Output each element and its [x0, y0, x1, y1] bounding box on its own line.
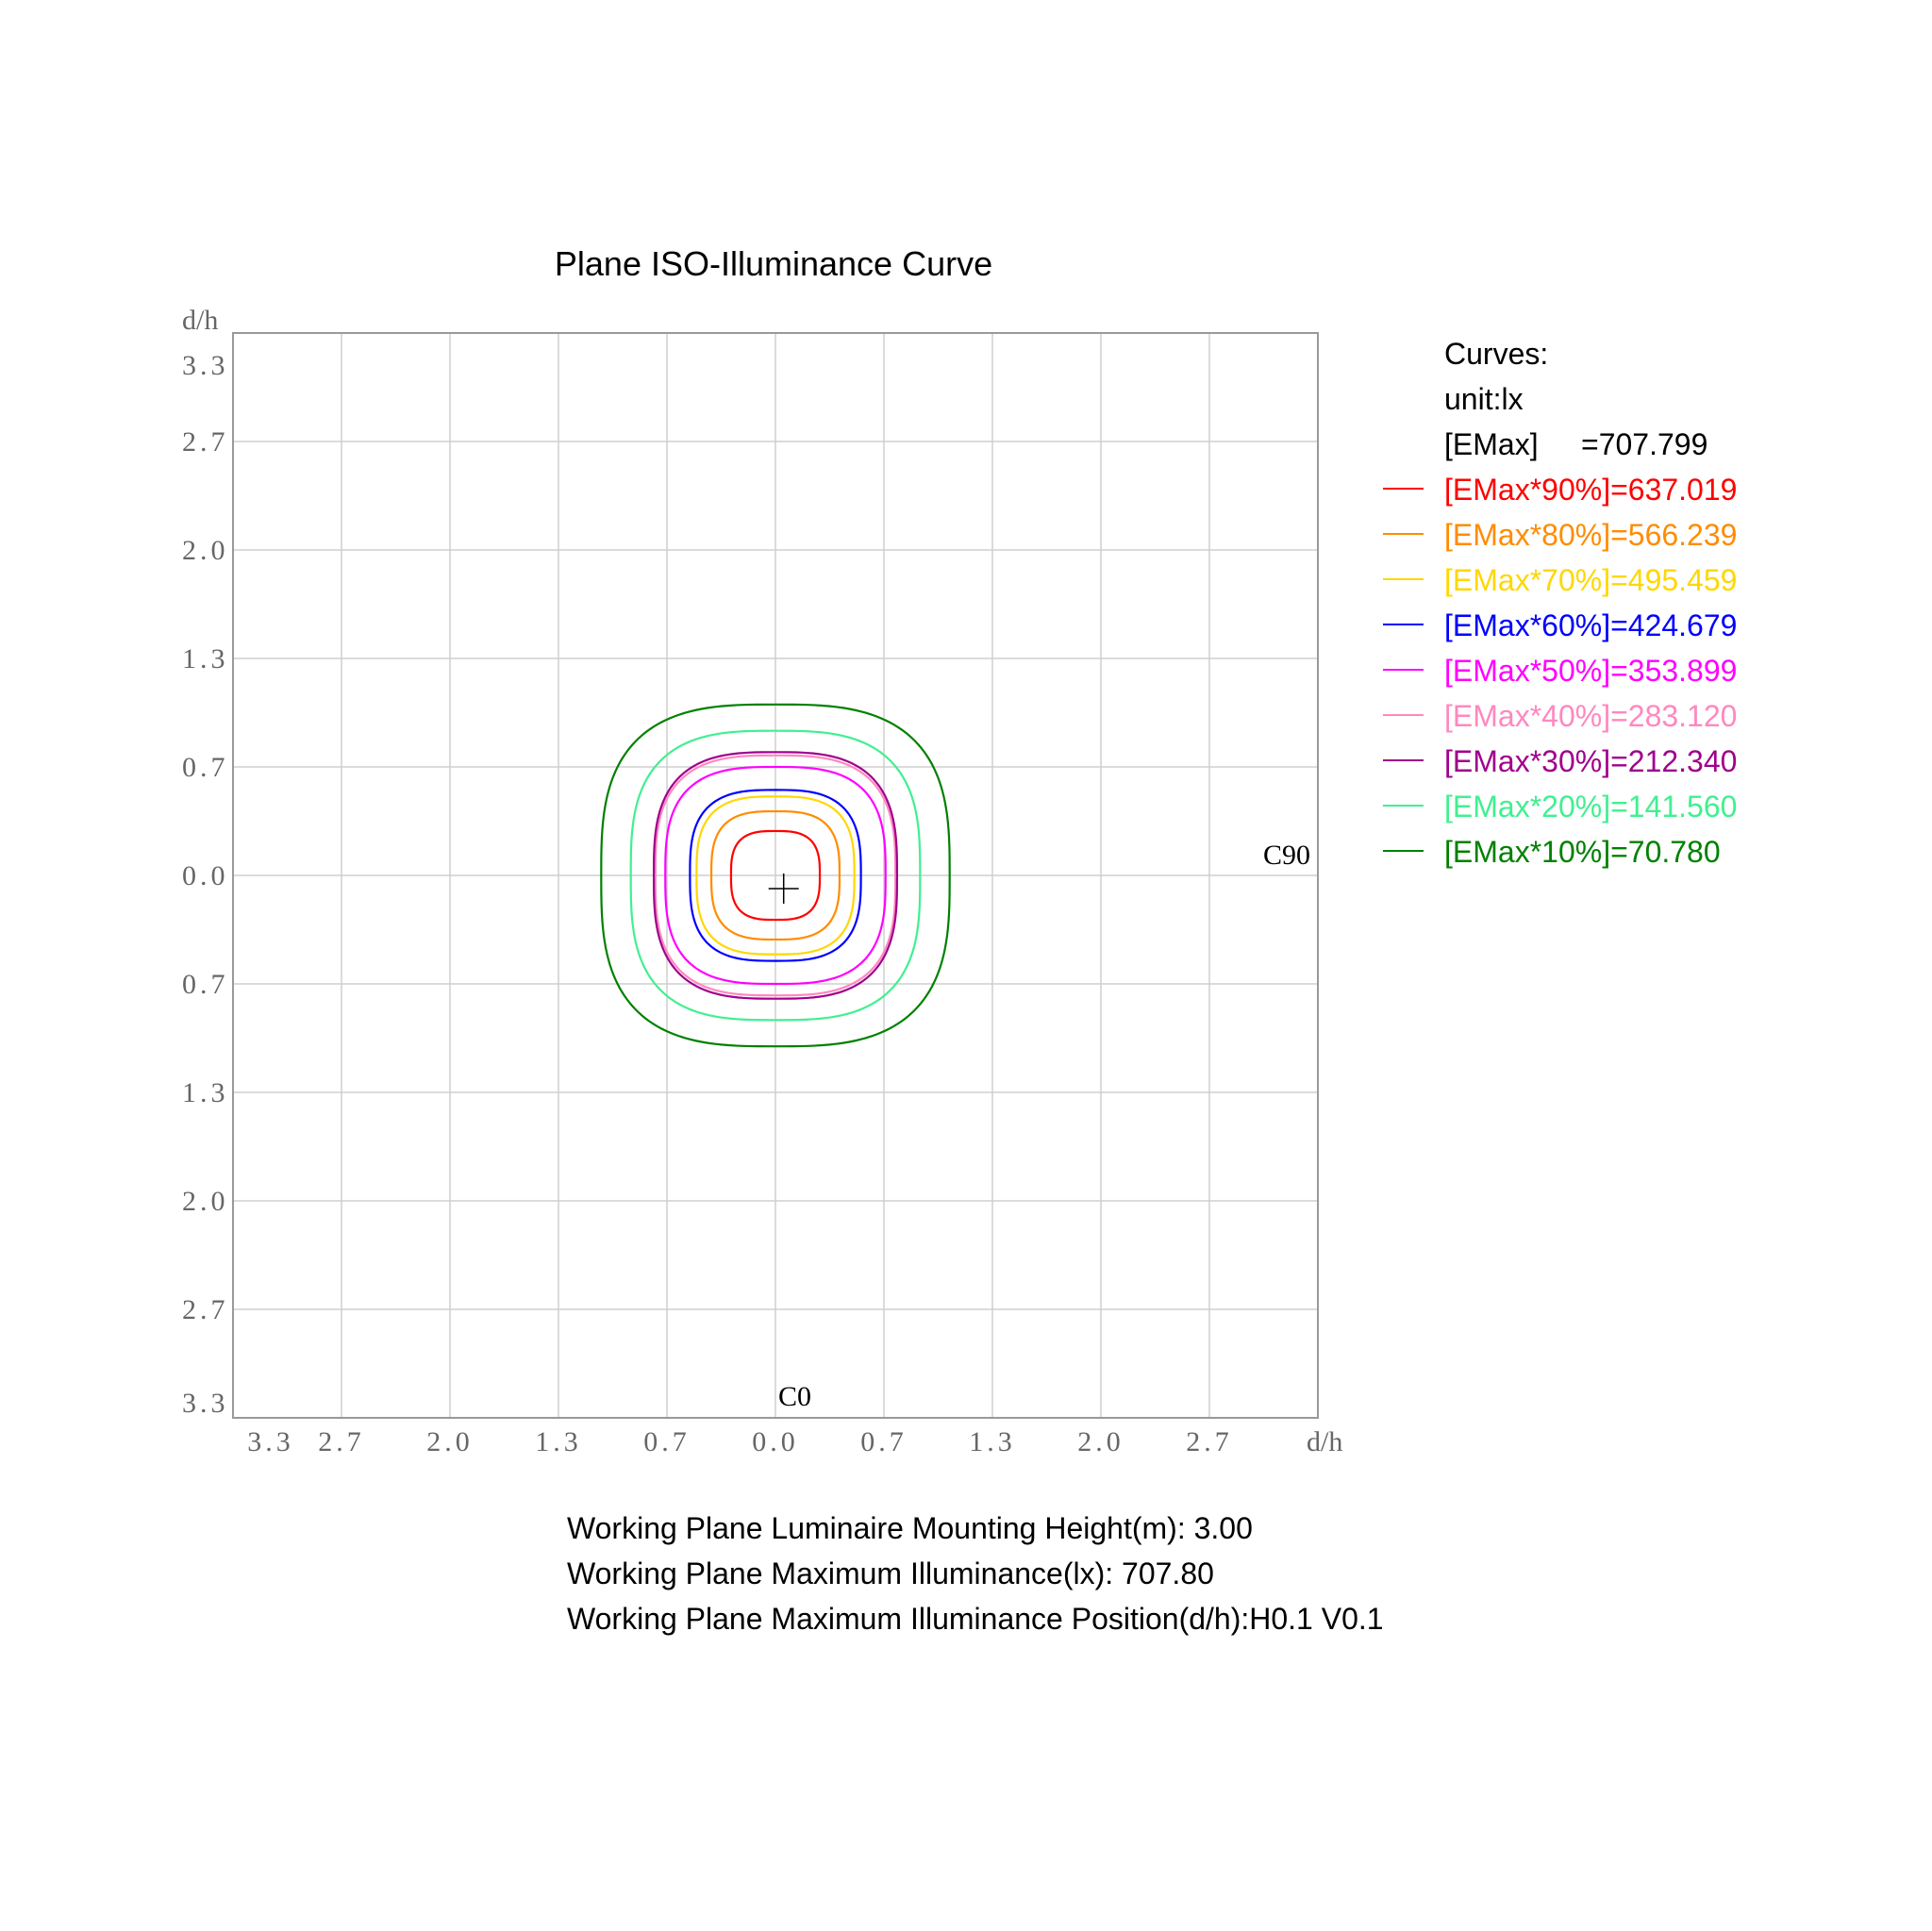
iso-curve-5 — [664, 765, 887, 986]
legend-entry-label: [EMax*20%]=141.560 — [1444, 790, 1737, 824]
y-tick-label: 1.3 — [182, 643, 229, 674]
y-tick-label: 1.3 — [182, 1077, 229, 1108]
max-position-marker — [768, 873, 799, 904]
iso-curve-6 — [654, 754, 897, 997]
legend-header: Curves: — [1444, 337, 1548, 371]
iso-curve-7 — [652, 751, 899, 1000]
x-tick-labels: 3.3 2.7 2.0 1.3 0.7 0.0 0.7 1.3 2.0 2.7 — [247, 1426, 1233, 1457]
footer-line-3: Working Plane Maximum Illuminance Positi… — [567, 1602, 1384, 1636]
legend-emax-value: =707.799 — [1581, 427, 1707, 461]
y-tick-labels: 3.3 2.7 2.0 1.3 0.7 0.0 0.7 1.3 2.0 2.7 3.3 — [182, 350, 229, 1419]
legend-entry-label: [EMax*40%]=283.120 — [1444, 699, 1737, 733]
plot-grid — [233, 333, 1318, 1418]
iso-curve-9 — [600, 703, 951, 1048]
y-tick-label: 3.3 — [182, 1388, 229, 1419]
legend-unit: unit:lx — [1444, 382, 1524, 416]
x-tick-label: 2.0 — [1077, 1426, 1124, 1457]
x-tick-label: 2.0 — [426, 1426, 474, 1457]
legend-entry-label: [EMax*30%]=212.340 — [1444, 744, 1737, 778]
x-tick-label: 0.0 — [752, 1426, 799, 1457]
y-tick-label: 2.7 — [182, 426, 229, 458]
iso-curve-8 — [629, 729, 922, 1022]
y-axis-label: d/h — [182, 305, 218, 336]
x-tick-label: 1.3 — [535, 1426, 582, 1457]
legend-entry-label: [EMax*70%]=495.459 — [1444, 563, 1737, 597]
x-tick-label: 2.7 — [1186, 1426, 1233, 1457]
iso-curve-1 — [729, 829, 822, 922]
y-tick-label: 3.3 — [182, 350, 229, 381]
legend-entries: [EMax*90%]=637.019 [EMax*80%]=566.239 [EMa… — [1383, 473, 1737, 869]
y-tick-label: 0.7 — [182, 969, 229, 1000]
iso-curve-4 — [689, 789, 862, 962]
x-tick-label: 2.7 — [318, 1426, 365, 1457]
y-tick-label: 0.0 — [182, 860, 229, 891]
c90-label: C90 — [1263, 840, 1310, 871]
y-tick-label: 2.7 — [182, 1294, 229, 1325]
x-tick-label: 0.7 — [860, 1426, 908, 1457]
chart-title: Plane ISO-Illuminance Curve — [555, 244, 992, 283]
iso-curve-2 — [709, 809, 841, 941]
c0-label: C0 — [778, 1381, 811, 1412]
x-tick-label: 1.3 — [969, 1426, 1016, 1457]
legend-entry-label: [EMax*80%]=566.239 — [1444, 518, 1737, 552]
legend-entry-label: [EMax*10%]=70.780 — [1444, 835, 1721, 869]
plot-frame — [232, 332, 1319, 1419]
x-tick-label: 3.3 — [247, 1426, 294, 1457]
y-tick-label: 2.0 — [182, 535, 229, 566]
y-tick-label: 2.0 — [182, 1186, 229, 1217]
iso-curves — [600, 703, 951, 1048]
legend-emax-label: [EMax] — [1444, 427, 1539, 461]
iso-curve-3 — [695, 795, 856, 956]
legend-entry-label: [EMax*50%]=353.899 — [1444, 654, 1737, 688]
footer-line-1: Working Plane Luminaire Mounting Height(… — [567, 1511, 1253, 1545]
x-tick-label: 0.7 — [643, 1426, 691, 1457]
footer-line-2: Working Plane Maximum Illuminance(lx): 7… — [567, 1556, 1214, 1590]
legend-entry-label: [EMax*90%]=637.019 — [1444, 473, 1737, 507]
y-tick-label: 0.7 — [182, 752, 229, 783]
x-axis-label: d/h — [1307, 1426, 1342, 1457]
legend-entry-label: [EMax*60%]=424.679 — [1444, 608, 1737, 642]
